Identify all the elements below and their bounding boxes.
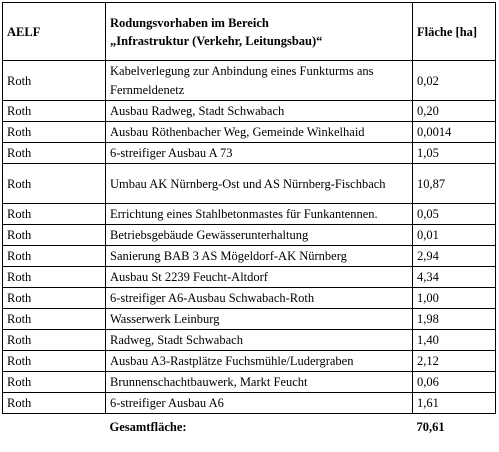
cell-project: Brunnenschachtbauwerk, Markt Feucht <box>105 371 413 393</box>
cell-aelf: Roth <box>2 287 106 309</box>
table-row: Roth Errichtung eines Stahlbetonmastes f… <box>2 203 496 225</box>
cell-project: Kabelverlegung zur Anbindung eines Funkt… <box>105 60 413 101</box>
cell-aelf: Roth <box>2 100 106 122</box>
cell-aelf: Roth <box>2 121 106 143</box>
table-row: Roth Ausbau A3-Rastplätze Fuchsmühle/Lud… <box>2 350 496 372</box>
table-row: Roth Sanierung BAB 3 AS Mögeldorf-AK Nür… <box>2 245 496 267</box>
cell-aelf: Roth <box>2 60 106 101</box>
table-row: Roth Kabelverlegung zur Anbindung eines … <box>2 60 496 101</box>
cell-area: 2,12 <box>412 350 496 372</box>
header-aelf: AELF <box>2 2 106 61</box>
cell-aelf: Roth <box>2 392 106 414</box>
table-row: Roth Wasserwerk Leinburg 1,98 <box>2 308 496 330</box>
total-label: Gesamtfläche: <box>109 419 187 434</box>
table-row: Roth Ausbau Röthenbacher Weg, Gemeinde W… <box>2 121 496 143</box>
table-row: Roth 6-streifiger A6-Ausbau Schwabach-Ro… <box>2 287 496 309</box>
cell-aelf: Roth <box>2 266 106 288</box>
cell-project: Ausbau Radweg, Stadt Schwabach <box>105 100 413 122</box>
total-value: 70,61 <box>416 419 445 434</box>
cell-project: Errichtung eines Stahlbetonmastes für Fu… <box>105 203 413 225</box>
cell-project: Umbau AK Nürnberg-Ost und AS Nürnberg-Fi… <box>105 163 413 204</box>
cell-area: 0,0014 <box>412 121 496 143</box>
cell-aelf: Roth <box>2 329 106 351</box>
cell-area: 10,87 <box>412 163 496 204</box>
cell-aelf: Roth <box>2 308 106 330</box>
table-row: Roth Brunnenschachtbauwerk, Markt Feucht… <box>2 371 496 393</box>
total-spacer <box>3 414 106 438</box>
cell-aelf: Roth <box>2 163 106 204</box>
cell-aelf: Roth <box>2 350 106 372</box>
header-area: Fläche [ha] <box>412 2 496 61</box>
cell-project: Wasserwerk Leinburg <box>105 308 413 330</box>
cell-area: 1,61 <box>412 392 496 414</box>
cell-area: 1,00 <box>412 287 496 309</box>
cell-area: 0,05 <box>412 203 496 225</box>
header-project: Rodungsvorhaben im Bereich „Infrastruktu… <box>105 2 413 61</box>
cell-area: 1,98 <box>412 308 496 330</box>
cell-area: 0,20 <box>412 100 496 122</box>
table-header-row: AELF Rodungsvorhaben im Bereich „Infrast… <box>2 2 496 61</box>
cell-aelf: Roth <box>2 142 106 164</box>
header-project-line1: Rodungsvorhaben im Bereich <box>110 16 269 30</box>
cell-aelf: Roth <box>2 371 106 393</box>
cell-area: 1,40 <box>412 329 496 351</box>
header-project-line2: „Infrastruktur (Verkehr, Leitungsbau)“ <box>110 34 323 48</box>
cell-area: 1,05 <box>412 142 496 164</box>
cell-aelf: Roth <box>2 245 106 267</box>
cell-project: 6-streifiger Ausbau A6 <box>105 392 413 414</box>
table-row: Roth 6-streifiger Ausbau A 73 1,05 <box>2 142 496 164</box>
table-row: Roth Ausbau St 2239 Feucht-Altdorf 4,34 <box>2 266 496 288</box>
cell-project: Sanierung BAB 3 AS Mögeldorf-AK Nürnberg <box>105 245 413 267</box>
cell-aelf: Roth <box>2 203 106 225</box>
table-row: Roth Radweg, Stadt Schwabach 1,40 <box>2 329 496 351</box>
cell-project: Ausbau Röthenbacher Weg, Gemeinde Winkel… <box>105 121 413 143</box>
cell-project: Betriebsgebäude Gewässerunterhaltung <box>105 224 413 246</box>
table-row: Roth Ausbau Radweg, Stadt Schwabach 0,20 <box>2 100 496 122</box>
table-row: Roth Betriebsgebäude Gewässerunterhaltun… <box>2 224 496 246</box>
cell-area: 0,06 <box>412 371 496 393</box>
cell-project: Ausbau A3-Rastplätze Fuchsmühle/Ludergra… <box>105 350 413 372</box>
cell-project: 6-streifiger Ausbau A 73 <box>105 142 413 164</box>
cell-project: Radweg, Stadt Schwabach <box>105 329 413 351</box>
cell-project: Ausbau St 2239 Feucht-Altdorf <box>105 266 413 288</box>
clearing-projects-table: AELF Rodungsvorhaben im Bereich „Infrast… <box>2 2 496 437</box>
cell-area: 2,94 <box>412 245 496 267</box>
cell-area: 0,02 <box>412 60 496 101</box>
cell-area: 4,34 <box>412 266 496 288</box>
cell-aelf: Roth <box>2 224 106 246</box>
total-row: Gesamtfläche: 70,61 <box>3 414 496 438</box>
cell-project: 6-streifiger A6-Ausbau Schwabach-Roth <box>105 287 413 309</box>
table-row: Roth 6-streifiger Ausbau A6 1,61 <box>2 392 496 414</box>
cell-area: 0,01 <box>412 224 496 246</box>
table-row: Roth Umbau AK Nürnberg-Ost und AS Nürnbe… <box>2 163 496 204</box>
